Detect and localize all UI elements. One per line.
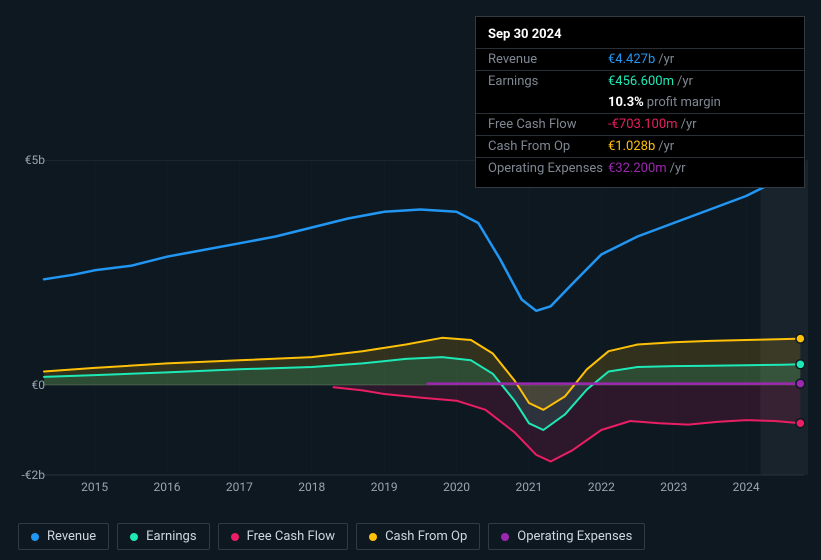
tooltip-row: 10.3%profit margin (476, 92, 804, 113)
tooltip-row-value: -€703.100m/yr (608, 117, 697, 132)
legend-dot-icon (501, 533, 509, 541)
y-axis-tick-label: €0 (32, 378, 46, 392)
legend-dot-icon (369, 533, 377, 541)
tooltip-date: Sep 30 2024 (476, 25, 804, 48)
tooltip-row: Cash From Op€1.028b/yr (476, 135, 804, 157)
x-axis-tick-label: 2017 (226, 480, 253, 494)
chart-plot-area[interactable] (18, 160, 808, 490)
x-axis-tick-label: 2018 (298, 480, 325, 494)
tooltip-row: Operating Expenses€32.200m/yr (476, 157, 804, 179)
tooltip-rows: Revenue€4.427b/yrEarnings€456.600m/yr10.… (476, 48, 804, 179)
tooltip-row: Revenue€4.427b/yr (476, 48, 804, 70)
legend-label: Operating Expenses (517, 529, 632, 544)
legend-dot-icon (130, 533, 138, 541)
tooltip-row-value: 10.3%profit margin (608, 95, 721, 110)
chart-legend: Revenue Earnings Free Cash Flow Cash From O… (18, 523, 645, 550)
x-axis-tick-label: 2021 (515, 480, 542, 494)
tooltip-row-value: €32.200m/yr (608, 161, 686, 176)
x-axis-tick-label: 2015 (81, 480, 108, 494)
tooltip-row-label: Free Cash Flow (488, 117, 608, 132)
legend-label: Free Cash Flow (247, 529, 335, 544)
tooltip-row-label: Operating Expenses (488, 161, 608, 176)
legend-item[interactable]: Revenue (18, 523, 109, 550)
tooltip-row-value: €4.427b/yr (608, 52, 674, 67)
y-axis-tick-label: -€2b (21, 468, 45, 482)
legend-item[interactable]: Earnings (117, 523, 209, 550)
legend-item[interactable]: Cash From Op (356, 523, 480, 550)
x-axis-tick-label: 2019 (371, 480, 398, 494)
x-axis-tick-label: 2022 (588, 480, 615, 494)
legend-label: Revenue (47, 529, 96, 544)
x-axis-tick-label: 2020 (443, 480, 470, 494)
tooltip-row-value: €1.028b/yr (608, 139, 674, 154)
tooltip-row-label (488, 95, 608, 110)
tooltip-row: Free Cash Flow-€703.100m/yr (476, 113, 804, 135)
y-axis-tick-label: €5b (25, 153, 45, 167)
tooltip-row: Earnings€456.600m/yr (476, 70, 804, 92)
legend-label: Earnings (146, 529, 196, 544)
tooltip-row-label: Earnings (488, 74, 608, 89)
x-axis-tick-label: 2016 (154, 480, 181, 494)
legend-item[interactable]: Free Cash Flow (218, 523, 348, 550)
x-axis-labels: 2015 2016 2017 2018 2019 2020 2021 2022 2023 2024 (44, 480, 804, 500)
legend-label: Cash From Op (385, 529, 467, 544)
chart-tooltip: Sep 30 2024 Revenue€4.427b/yrEarnings€45… (475, 16, 805, 188)
chart-svg (18, 160, 808, 490)
tooltip-row-label: Revenue (488, 52, 608, 67)
tooltip-row-label: Cash From Op (488, 139, 608, 154)
x-axis-tick-label: 2024 (733, 480, 760, 494)
financial-chart-panel: Sep 30 2024 Revenue€4.427b/yrEarnings€45… (0, 0, 821, 560)
x-axis-tick-label: 2023 (660, 480, 687, 494)
legend-item[interactable]: Operating Expenses (488, 523, 645, 550)
tooltip-row-value: €456.600m/yr (608, 74, 693, 89)
legend-dot-icon (231, 533, 239, 541)
legend-dot-icon (31, 533, 39, 541)
